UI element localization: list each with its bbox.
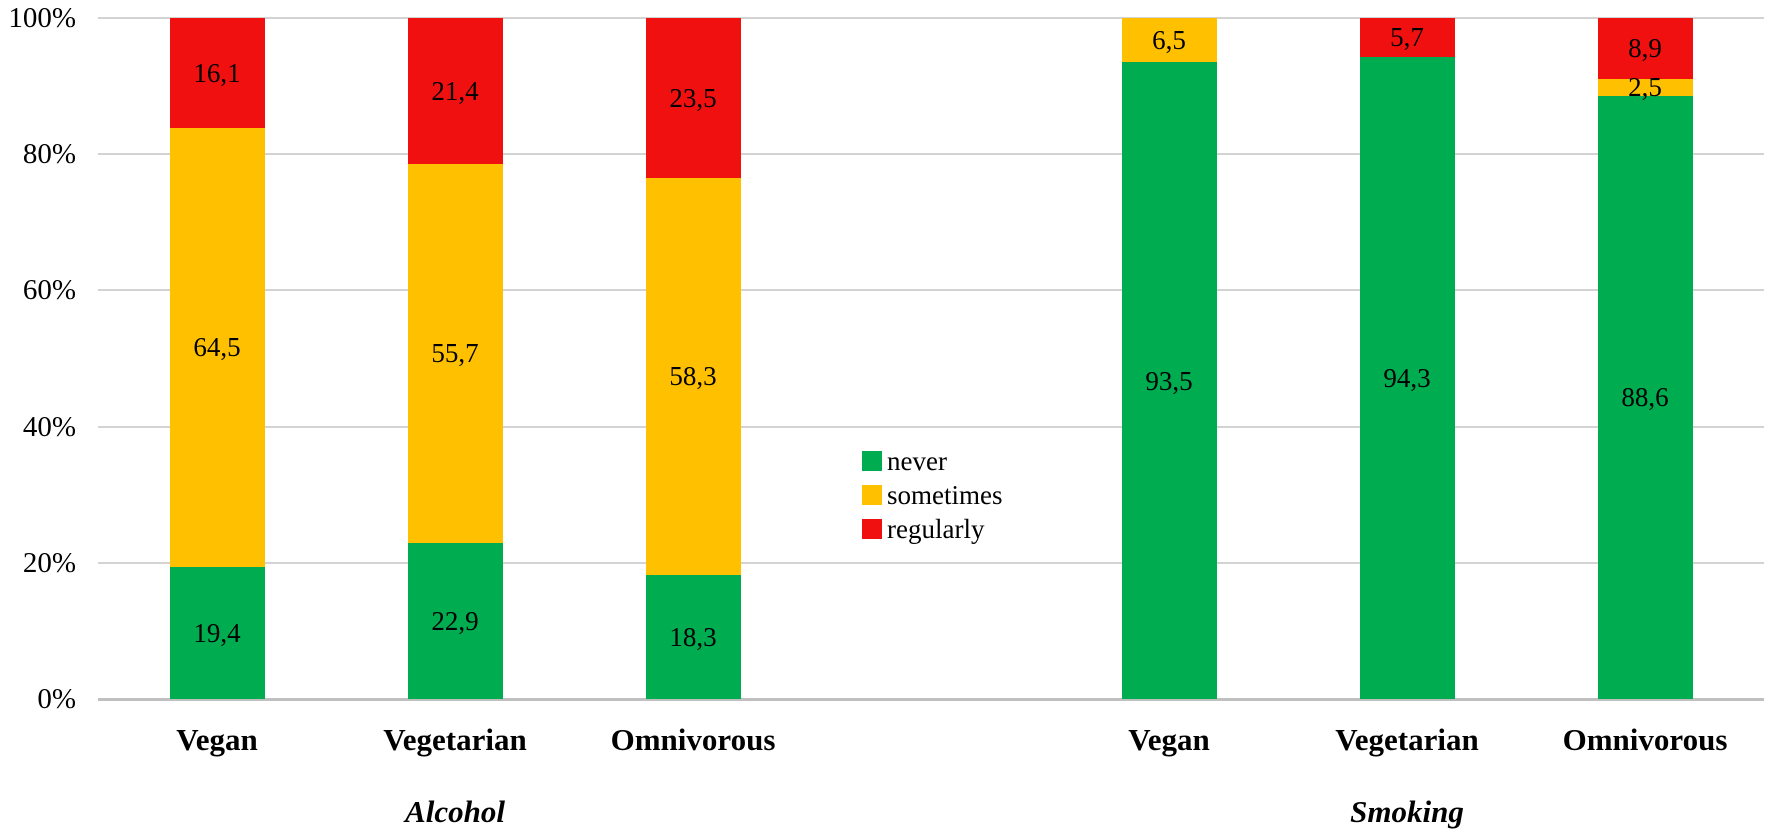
y-tick-label-20: 20%: [22, 546, 76, 579]
segment-regularly-alcohol-vegetarian: [407, 18, 503, 164]
category-label-alcohol-vegan: Vegan: [176, 722, 258, 757]
y-tick-label-100: 100%: [8, 2, 76, 34]
segment-never-alcohol-vegetarian: [407, 543, 503, 699]
gridline-80: [98, 153, 1764, 156]
segment-never-smoking-vegan: [1121, 62, 1217, 699]
data-label-never-alcohol-vegan: 19,4: [193, 617, 241, 648]
data-label-regularly-alcohol-vegan: 16,1: [193, 57, 241, 88]
segment-never-alcohol-omnivorous: [645, 574, 741, 699]
gridline-20: [98, 561, 1764, 564]
legend-item-regularly: regularly: [862, 512, 1003, 546]
category-label-smoking-vegetarian: Vegetarian: [1335, 722, 1479, 757]
segment-sometimes-alcohol-vegan: [169, 127, 265, 567]
bar-smoking-vegetarian: 94,3 5,7: [1359, 18, 1455, 699]
data-label-never-smoking-omnivorous: 88,6: [1621, 382, 1669, 413]
legend-label-regularly: regularly: [887, 514, 985, 544]
segment-sometimes-alcohol-omnivorous: [645, 177, 741, 575]
data-label-never-alcohol-vegetarian: 22,9: [431, 606, 479, 637]
segment-never-alcohol-vegan: [169, 566, 265, 699]
bar-alcohol-vegetarian: 22,9 55,7 21,4: [407, 18, 503, 699]
data-label-never-smoking-vegetarian: 94,3: [1383, 362, 1431, 393]
legend-swatch-never: [862, 451, 882, 471]
y-tick-label-60: 60%: [22, 274, 76, 307]
category-label-smoking-omnivorous: Omnivorous: [1562, 722, 1728, 757]
bar-smoking-vegan: 93,5 6,5: [1121, 18, 1217, 699]
category-label-alcohol-vegetarian: Vegetarian: [383, 722, 527, 757]
segment-regularly-alcohol-vegan: [169, 18, 265, 128]
legend-label-sometimes: sometimes: [887, 480, 1003, 510]
y-tick-label-40: 40%: [22, 410, 76, 443]
segment-sometimes-alcohol-vegetarian: [407, 163, 503, 544]
y-tick-label-0: 0%: [37, 683, 76, 715]
bar-alcohol-vegan: 19,4 64,5 16,1: [169, 18, 265, 699]
category-label-smoking-vegan: Vegan: [1128, 722, 1210, 757]
legend-swatch-sometimes: [862, 485, 882, 505]
legend-swatch-regularly: [862, 519, 882, 539]
legend-item-never: never: [862, 444, 1003, 478]
gridline-40: [98, 425, 1764, 428]
group-title-smoking: Smoking: [1350, 794, 1464, 829]
segment-regularly-smoking-vegetarian: [1359, 18, 1455, 57]
gridline-60: [98, 289, 1764, 292]
data-label-sometimes-alcohol-vegan: 64,5: [193, 332, 241, 363]
category-label-alcohol-omnivorous: Omnivorous: [610, 722, 776, 757]
legend-label-never: never: [887, 446, 947, 476]
segment-never-smoking-omnivorous: [1597, 95, 1693, 699]
bar-smoking-omnivorous: 88,6 2,5 8,9: [1597, 18, 1693, 699]
data-label-sometimes-smoking-omnivorous: 2,5: [1628, 72, 1662, 103]
legend: never sometimes regularly: [862, 444, 1003, 546]
data-label-never-smoking-vegan: 93,5: [1145, 365, 1193, 396]
segment-sometimes-smoking-vegan: [1121, 18, 1217, 63]
y-tick-label-80: 80%: [22, 138, 76, 171]
group-title-alcohol: Alcohol: [405, 794, 505, 829]
segment-regularly-alcohol-omnivorous: [645, 18, 741, 178]
data-label-sometimes-alcohol-omnivorous: 58,3: [669, 361, 717, 392]
data-label-regularly-alcohol-omnivorous: 23,5: [669, 82, 717, 113]
segment-regularly-smoking-omnivorous: [1597, 18, 1693, 79]
data-label-regularly-smoking-omnivorous: 8,9: [1628, 33, 1662, 64]
gridline-100: [98, 17, 1764, 19]
data-label-never-alcohol-omnivorous: 18,3: [669, 621, 717, 652]
data-label-regularly-smoking-vegetarian: 5,7: [1390, 22, 1424, 53]
segment-sometimes-smoking-omnivorous: [1597, 78, 1693, 96]
bar-alcohol-omnivorous: 18,3 58,3 23,5: [645, 18, 741, 699]
data-label-sometimes-alcohol-vegetarian: 55,7: [431, 338, 479, 369]
data-label-regularly-alcohol-vegetarian: 21,4: [431, 75, 479, 106]
gridline-0: [98, 697, 1764, 701]
segment-never-smoking-vegetarian: [1359, 56, 1455, 699]
legend-item-sometimes: sometimes: [862, 478, 1003, 512]
data-label-sometimes-smoking-vegan: 6,5: [1152, 25, 1186, 56]
